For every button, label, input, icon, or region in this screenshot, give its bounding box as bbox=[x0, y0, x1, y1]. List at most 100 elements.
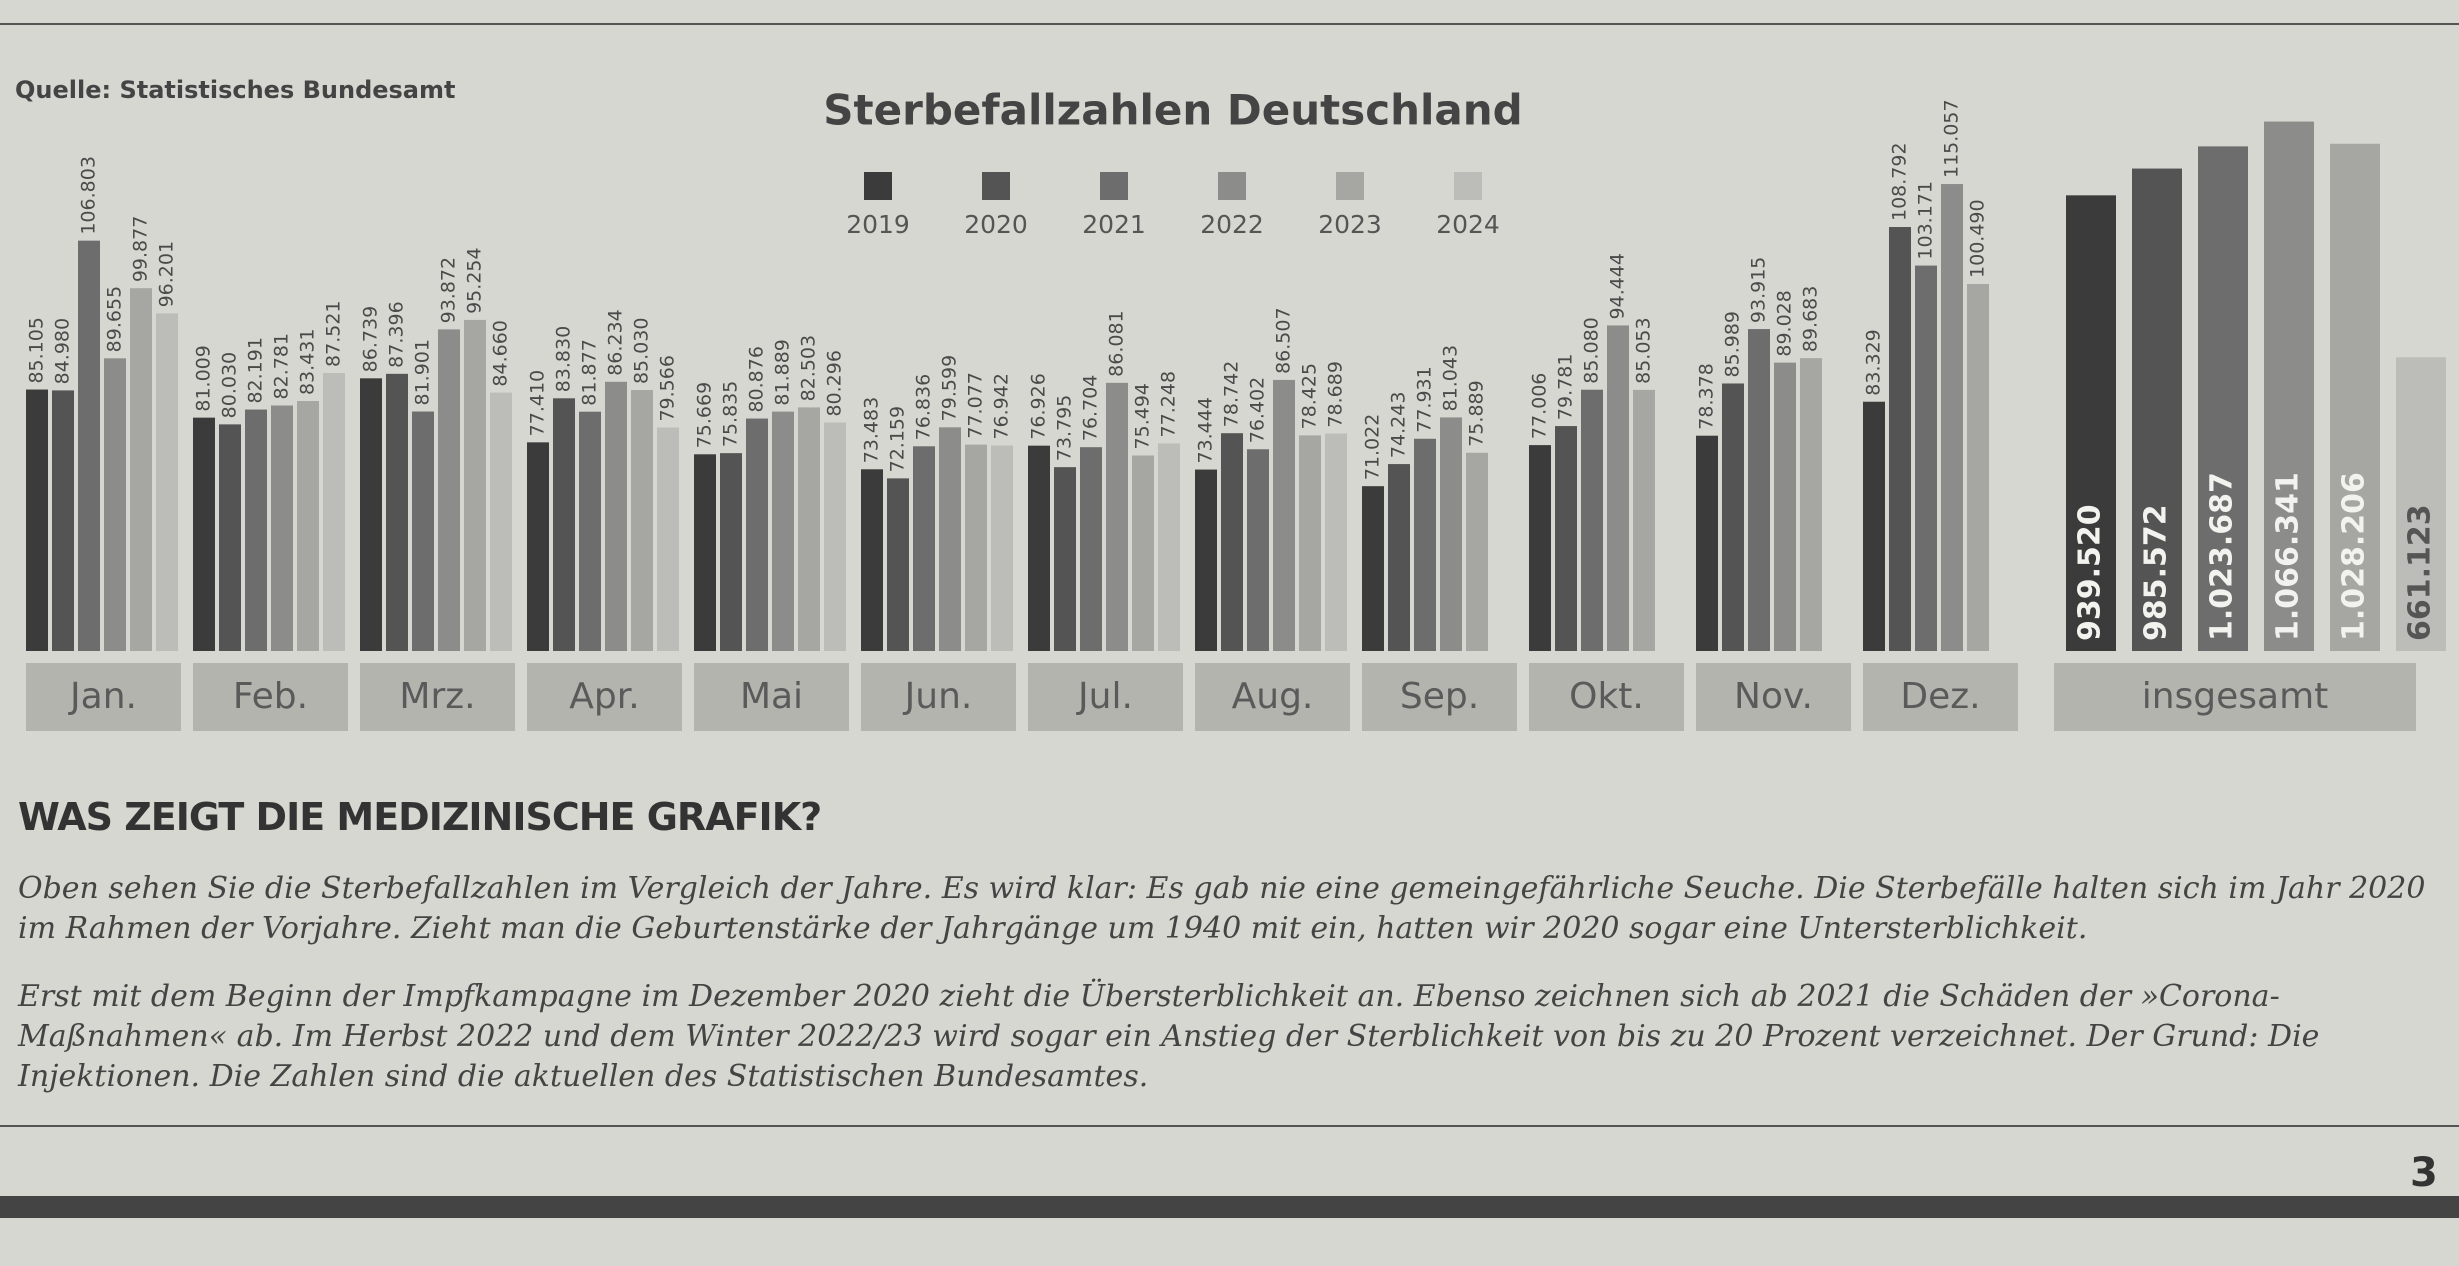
total-value-label: 985.572 bbox=[2139, 504, 2174, 641]
bar bbox=[1273, 379, 1295, 651]
value-label: 87.396 bbox=[386, 301, 408, 367]
value-label: 77.410 bbox=[527, 370, 549, 436]
bar bbox=[1388, 464, 1410, 651]
value-label: 79.781 bbox=[1555, 354, 1577, 420]
bar bbox=[78, 240, 100, 651]
value-label: 86.234 bbox=[605, 309, 627, 375]
bar bbox=[412, 411, 434, 651]
bar bbox=[1132, 455, 1154, 651]
category-box bbox=[1362, 663, 1517, 731]
bar bbox=[579, 411, 601, 651]
value-label: 86.507 bbox=[1273, 307, 1295, 373]
page-number: 3 bbox=[2410, 1150, 2438, 1196]
value-label: 76.926 bbox=[1028, 373, 1050, 439]
category-box bbox=[1195, 663, 1350, 731]
value-label: 84.660 bbox=[490, 320, 512, 386]
value-label: 83.830 bbox=[553, 326, 575, 392]
x-tick-label: Mai bbox=[740, 676, 803, 717]
bar bbox=[1158, 443, 1180, 651]
bar bbox=[1555, 426, 1577, 651]
bar bbox=[1967, 283, 1989, 651]
bar bbox=[1466, 452, 1488, 651]
category-box bbox=[694, 663, 849, 731]
legend-label: 2020 bbox=[964, 210, 1028, 239]
category-box bbox=[1028, 663, 1183, 731]
bar bbox=[1362, 486, 1384, 651]
bar bbox=[1889, 227, 1911, 651]
value-label: 79.599 bbox=[939, 355, 961, 421]
value-label: 85.053 bbox=[1633, 317, 1655, 383]
bar bbox=[939, 427, 961, 651]
legend-label: 2024 bbox=[1436, 210, 1500, 239]
value-label: 80.296 bbox=[824, 350, 846, 416]
value-label: 79.566 bbox=[657, 355, 679, 421]
source: Quelle: Statistisches Bundesamt bbox=[15, 76, 455, 104]
chart-title: Sterbefallzahlen Deutschland bbox=[823, 86, 1522, 135]
bar bbox=[887, 478, 909, 651]
legend-swatch bbox=[1454, 172, 1482, 200]
bar bbox=[1106, 382, 1128, 651]
bar bbox=[657, 427, 679, 651]
legend-label: 2019 bbox=[846, 210, 910, 239]
bar bbox=[991, 445, 1013, 651]
value-label: 89.028 bbox=[1774, 290, 1796, 356]
bar bbox=[386, 373, 408, 651]
total-bar bbox=[2066, 195, 2116, 651]
x-tick-label: Jan. bbox=[68, 676, 137, 717]
value-label: 81.889 bbox=[772, 339, 794, 405]
bar bbox=[772, 411, 794, 651]
bar bbox=[104, 358, 126, 651]
paragraph: Erst mit dem Beginn der Impfkampagne im … bbox=[18, 979, 2320, 1094]
x-tick-label: Mrz. bbox=[399, 676, 475, 717]
total-bar bbox=[2330, 143, 2380, 651]
category-box bbox=[26, 663, 181, 731]
value-label: 77.006 bbox=[1529, 373, 1551, 439]
bar bbox=[1722, 383, 1744, 651]
value-label: 78.425 bbox=[1299, 363, 1321, 429]
bar bbox=[824, 422, 846, 651]
article: WAS ZEIGT DIE MEDIZINISCHE GRAFIK? Oben … bbox=[18, 795, 2438, 1125]
value-label: 81.901 bbox=[412, 339, 434, 405]
bar bbox=[1325, 433, 1347, 651]
legend-swatch bbox=[1336, 172, 1364, 200]
bar bbox=[1607, 325, 1629, 651]
x-tick-label: insgesamt bbox=[2142, 676, 2329, 717]
value-label: 96.201 bbox=[156, 241, 178, 307]
bar bbox=[1440, 417, 1462, 651]
value-label: 93.915 bbox=[1748, 257, 1770, 323]
value-label: 87.521 bbox=[323, 300, 345, 366]
bar bbox=[720, 453, 742, 651]
value-label: 82.781 bbox=[271, 333, 293, 399]
bar bbox=[219, 424, 241, 651]
category-box bbox=[1529, 663, 1684, 731]
bar bbox=[1941, 184, 1963, 651]
value-label: 81.877 bbox=[579, 339, 601, 405]
category-box bbox=[527, 663, 682, 731]
total-value-label: 1.066.341 bbox=[2271, 472, 2306, 641]
bar bbox=[1080, 447, 1102, 651]
value-label: 103.171 bbox=[1915, 181, 1937, 260]
value-label: 85.105 bbox=[26, 317, 48, 383]
value-label: 80.030 bbox=[219, 352, 241, 418]
bar bbox=[1247, 449, 1269, 651]
total-value-label: 1.028.206 bbox=[2337, 472, 2372, 641]
value-label: 73.795 bbox=[1054, 395, 1076, 461]
paragraph: Oben sehen Sie die Sterbefallzahlen im V… bbox=[18, 871, 2426, 946]
total-value-label: 939.520 bbox=[2073, 504, 2108, 641]
value-label: 85.030 bbox=[631, 318, 653, 384]
bar bbox=[1414, 438, 1436, 651]
total-bar bbox=[2198, 146, 2248, 652]
bar bbox=[360, 378, 382, 651]
x-tick-label: Nov. bbox=[1734, 676, 1813, 717]
bar bbox=[490, 392, 512, 651]
bar bbox=[1581, 389, 1603, 651]
x-tick-label: Jul. bbox=[1076, 676, 1133, 717]
value-label: 78.689 bbox=[1325, 361, 1347, 427]
heading: WAS ZEIGT DIE MEDIZINISCHE GRAFIK? bbox=[18, 795, 822, 839]
value-label: 95.254 bbox=[464, 247, 486, 313]
value-label: 93.872 bbox=[438, 257, 460, 323]
value-label: 86.739 bbox=[360, 306, 382, 372]
bar bbox=[52, 390, 74, 651]
value-label: 80.876 bbox=[746, 346, 768, 412]
value-label: 76.704 bbox=[1080, 375, 1102, 441]
